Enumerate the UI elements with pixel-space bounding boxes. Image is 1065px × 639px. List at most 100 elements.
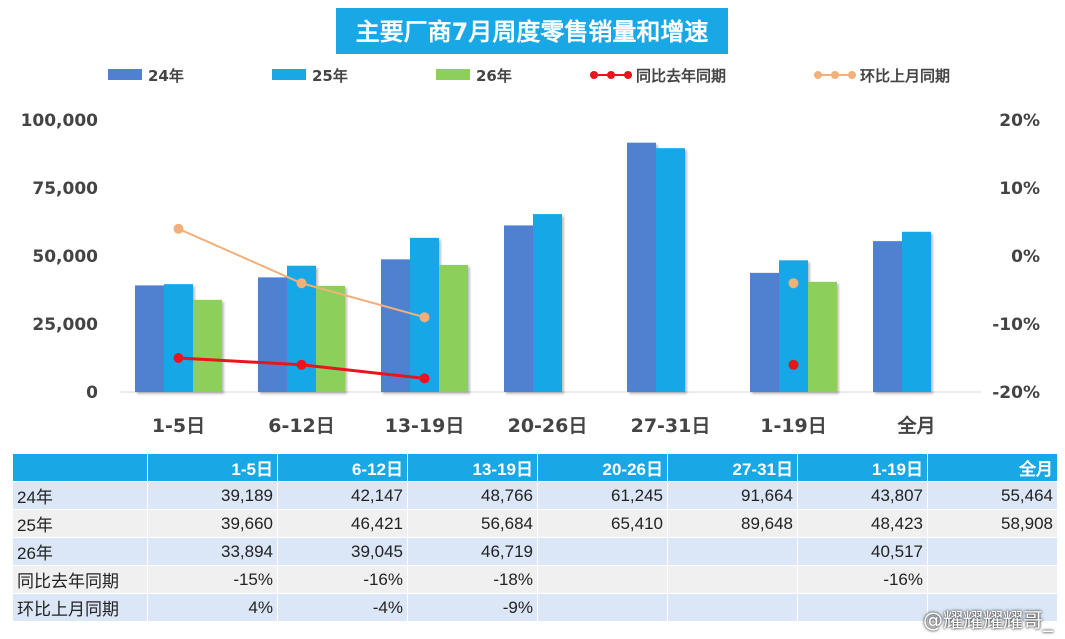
- table-cell: 33,894: [147, 537, 278, 566]
- point-同比去年同期-13-19日: [419, 373, 430, 384]
- table-header-cell: 全月: [927, 453, 1058, 482]
- x-tick-label: 13-19日: [385, 415, 465, 437]
- point-同比去年同期-1-5日: [173, 353, 184, 363]
- point-环比上月同期-13-19日: [419, 312, 430, 323]
- legend-marker: [814, 71, 822, 79]
- table-cell: [537, 565, 668, 594]
- table-row: 环比上月同期 4% -4% -9%: [12, 593, 1058, 622]
- table-row-label: 同比去年同期: [12, 565, 148, 594]
- table-header-cell: 13-19日: [407, 453, 538, 482]
- legend-label: 24年: [148, 67, 184, 85]
- legend-marker: [590, 71, 598, 79]
- table-row: 同比去年同期 -15% -16% -18% -16%: [12, 565, 1058, 594]
- point-同比去年同期-6-12日: [296, 359, 307, 370]
- x-axis-labels: 1-5日 6-12日 13-19日 20-26日 27-31日 1-19日 全月: [152, 414, 936, 437]
- bar-24年-27-31日: [627, 142, 656, 392]
- line-segment-环比上月同期: [178, 227, 302, 285]
- table-cell: -9%: [407, 593, 538, 622]
- y-left-tick-label: 0: [86, 383, 98, 403]
- point-环比上月同期-6-12日: [296, 278, 307, 289]
- x-tick-label: 1-19日: [760, 415, 827, 437]
- table-cell: [927, 537, 1058, 566]
- y-right-tick-label: 10%: [999, 179, 1040, 199]
- legend-marker: [607, 71, 615, 79]
- table-cell: 39,045: [277, 537, 408, 566]
- table-header-row: 1-5日 6-12日 13-19日 20-26日 27-31日 1-19日 全月: [12, 453, 1058, 482]
- table-header-cell: 1-19日: [797, 453, 928, 482]
- table-cell: [537, 537, 668, 566]
- table-cell: 58,908: [927, 509, 1058, 538]
- table-cell: [537, 593, 668, 622]
- bar-25年-27-31日: [656, 148, 685, 392]
- legend-label: 26年: [476, 67, 512, 85]
- bar-26年-6-12日: [316, 285, 345, 392]
- table-cell: 39,660: [147, 509, 278, 538]
- legend-marker: [848, 71, 856, 79]
- table-cell: 89,648: [667, 509, 798, 538]
- line-segment-环比上月同期: [301, 282, 425, 319]
- table-cell: 56,684: [407, 509, 538, 538]
- x-tick-label: 20-26日: [508, 415, 588, 437]
- bars: [135, 142, 931, 392]
- point-同比去年同期-1-19日: [788, 359, 799, 370]
- y-left-tick-label: 100,000: [21, 111, 99, 131]
- y-right-tick-label: -10%: [992, 315, 1040, 335]
- legend-marker: [624, 71, 632, 79]
- table-cell: 61,245: [537, 481, 668, 510]
- table-cell: 65,410: [537, 509, 668, 538]
- table-cell: [927, 565, 1058, 594]
- table-cell: 91,664: [667, 481, 798, 510]
- table-cell: [667, 593, 798, 622]
- bar-26年-13-19日: [439, 264, 468, 392]
- bar-26年-1-5日: [193, 299, 222, 392]
- table-row: 25年 39,660 46,421 56,684 65,410 89,648 48,423 5…: [12, 509, 1058, 538]
- table-header-cell: 1-5日: [147, 453, 278, 482]
- chart: 主要厂商7月周度零售销量和增速 24年 25年 26年 同比去年同期 环比上月同期 0 2…: [21, 8, 1040, 437]
- y-right-tick-label: -20%: [992, 383, 1040, 403]
- table-cell: 46,719: [407, 537, 538, 566]
- table-cell: [797, 593, 928, 622]
- lines: [173, 223, 799, 384]
- table-cell: 42,147: [277, 481, 408, 510]
- table-cell: [667, 565, 798, 594]
- table-cell: -15%: [147, 565, 278, 594]
- table-row: 24年 39,189 42,147 48,766 61,245 91,664 43,807 5…: [12, 481, 1058, 510]
- table-header-cell: 20-26日: [537, 453, 668, 482]
- table-row-label: 环比上月同期: [12, 593, 148, 622]
- table-cell: [667, 537, 798, 566]
- table-corner-cell: [12, 453, 148, 482]
- legend-marker: [831, 71, 839, 79]
- table-cell: 46,421: [277, 509, 408, 538]
- line-segment-同比去年同期: [301, 363, 425, 380]
- bar-26年-1-19日: [808, 281, 837, 392]
- bar-25年-全月: [902, 231, 931, 392]
- table-cell: [927, 593, 1058, 622]
- table-cell: 43,807: [797, 481, 928, 510]
- table-cell: 39,189: [147, 481, 278, 510]
- x-tick-label: 1-5日: [152, 415, 205, 437]
- x-tick-label: 27-31日: [631, 415, 711, 437]
- bar-24年-全月: [873, 241, 902, 392]
- y-right-tick-label: 20%: [999, 111, 1040, 131]
- y-left-tick-label: 25,000: [32, 315, 98, 335]
- line-segment-同比去年同期: [178, 356, 302, 367]
- bar-24年-20-26日: [504, 225, 533, 392]
- point-环比上月同期-1-19日: [788, 278, 799, 289]
- legend-label: 同比去年同期: [636, 67, 726, 85]
- bar-24年-6-12日: [258, 277, 287, 392]
- legend-label: 25年: [312, 67, 348, 85]
- table-row-label: 26年: [12, 537, 148, 566]
- table-header-cell: 27-31日: [667, 453, 798, 482]
- table-row-label: 25年: [12, 509, 148, 538]
- legend-label: 环比上月同期: [860, 67, 950, 85]
- table-cell: 55,464: [927, 481, 1058, 510]
- table-header-cell: 6-12日: [277, 453, 408, 482]
- bar-24年-1-5日: [135, 285, 164, 392]
- table-row: 26年 33,894 39,045 46,719 40,517: [12, 537, 1058, 566]
- y-right-tick-label: 0%: [1011, 247, 1040, 267]
- legend-swatch-24年: [108, 69, 142, 80]
- y-left-tick-label: 50,000: [32, 247, 98, 267]
- table-cell: -16%: [797, 565, 928, 594]
- x-tick-label: 全月: [896, 414, 935, 437]
- x-tick-label: 6-12日: [268, 415, 335, 437]
